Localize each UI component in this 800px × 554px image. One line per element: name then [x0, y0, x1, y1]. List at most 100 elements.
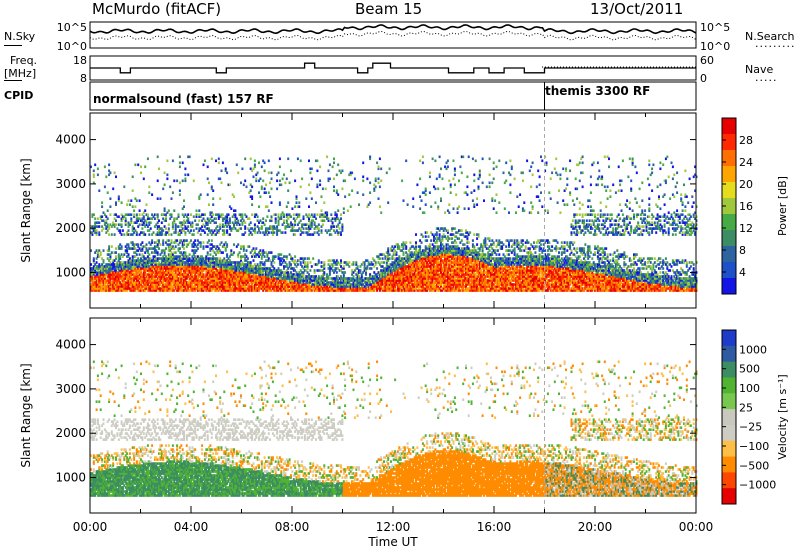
power-cell — [212, 189, 215, 192]
power-cell — [362, 179, 365, 183]
power-cell — [178, 181, 181, 185]
power-cell — [99, 275, 102, 278]
power-cell — [127, 259, 130, 262]
power-cell — [94, 225, 97, 228]
power-cell — [167, 239, 170, 242]
power-cell — [128, 203, 131, 206]
power-cell — [126, 249, 129, 252]
power-cell — [155, 275, 158, 278]
power-cell — [141, 277, 144, 280]
power-cell — [91, 275, 94, 278]
freq-series — [90, 62, 696, 74]
power-cell — [144, 267, 147, 270]
power-cell — [298, 201, 301, 204]
power-cell — [126, 281, 129, 284]
power-cell — [362, 193, 365, 196]
power-cell — [152, 267, 155, 270]
power-cell — [162, 239, 165, 242]
power-cell — [110, 233, 113, 236]
power-cell — [92, 289, 95, 292]
power-cell — [270, 177, 273, 181]
power-cell — [228, 183, 231, 187]
power-cell — [149, 257, 152, 260]
power-cell — [160, 259, 163, 262]
power-cell — [130, 247, 133, 250]
power-cell — [401, 179, 404, 183]
power-cell — [158, 281, 160, 284]
power-cell — [206, 193, 209, 196]
power-cell — [109, 261, 112, 264]
power-cell — [142, 257, 145, 260]
power-cell — [115, 281, 117, 284]
power-cell — [126, 243, 129, 246]
power-cell — [123, 281, 126, 284]
power-cell — [142, 259, 145, 262]
power-cell — [137, 283, 140, 286]
power-cell — [127, 243, 130, 246]
power-cell — [108, 273, 111, 276]
power-cell — [426, 239, 429, 242]
power-cell — [127, 273, 130, 276]
power-cell — [124, 221, 127, 224]
power-cell — [324, 187, 327, 191]
power-cell — [106, 277, 109, 280]
power-cell — [370, 267, 373, 270]
power-cell — [309, 261, 312, 264]
beam-title: Beam 15 — [355, 0, 423, 18]
power-cell — [145, 281, 148, 284]
power-cell — [94, 287, 97, 290]
power-cell — [116, 279, 119, 282]
power-cell — [377, 197, 380, 200]
power-cell — [380, 179, 383, 183]
power-cell — [140, 219, 142, 222]
power-cell — [278, 201, 281, 204]
power-cell — [421, 235, 424, 238]
power-cell — [340, 217, 342, 220]
power-cell — [121, 275, 124, 278]
power-cell — [141, 219, 144, 222]
power-cell — [90, 283, 92, 286]
power-cell — [91, 285, 94, 288]
power-cell — [130, 275, 133, 278]
power-cell — [349, 205, 352, 208]
power-cell — [109, 265, 112, 268]
power-cell — [283, 173, 285, 177]
power-cell — [160, 271, 163, 274]
power-cell — [145, 269, 148, 272]
power-cell — [137, 265, 140, 268]
power-cell — [158, 289, 160, 292]
power-cell — [428, 171, 431, 175]
power-cell — [92, 287, 95, 290]
power-cell — [348, 261, 351, 264]
power-cell — [358, 203, 360, 206]
power-cell — [133, 273, 136, 276]
power-cell — [91, 283, 94, 286]
power-cell — [112, 221, 115, 224]
power-cell — [141, 267, 144, 270]
power-cell — [103, 287, 106, 290]
power-cell — [221, 161, 224, 165]
power-cell — [156, 271, 159, 274]
power-cell — [220, 181, 223, 185]
power-cell — [101, 219, 104, 222]
power-cell — [378, 205, 381, 208]
power-cell — [144, 287, 147, 290]
power-cell — [170, 239, 173, 242]
power-cell — [135, 233, 138, 236]
power-cell — [431, 157, 434, 161]
power-cell — [145, 267, 148, 270]
power-cell — [395, 251, 398, 254]
power-cell — [424, 193, 427, 196]
power-cell — [92, 265, 95, 268]
power-cell — [141, 261, 144, 264]
freq-ytick: 18 — [73, 54, 87, 67]
power-cell — [102, 279, 105, 282]
power-cell — [128, 281, 131, 284]
power-cell — [262, 179, 265, 183]
power-cell — [123, 283, 126, 286]
power-cell — [90, 279, 92, 282]
power-cell — [317, 227, 320, 230]
power-cell — [124, 273, 127, 276]
nsearch-series — [89, 30, 697, 41]
power-cell — [153, 245, 156, 248]
